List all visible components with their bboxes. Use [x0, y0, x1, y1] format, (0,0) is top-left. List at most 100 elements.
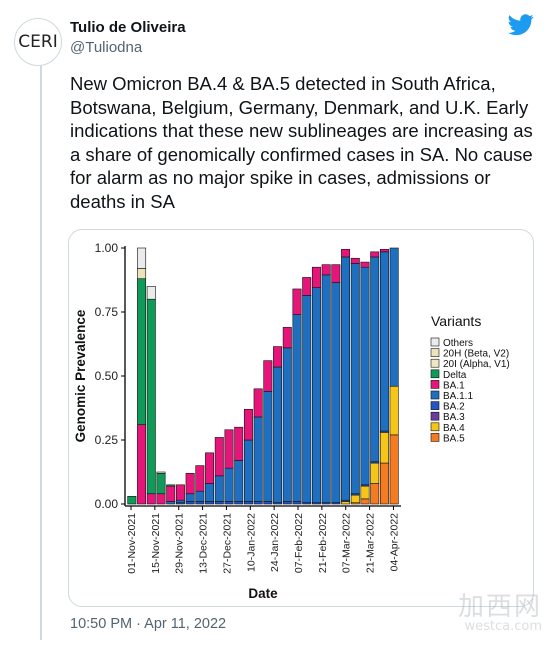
bar-segment — [302, 277, 312, 296]
bar-segment — [360, 485, 370, 500]
bar-segment — [341, 256, 351, 501]
bar-segment — [205, 501, 215, 505]
watermark-en: westca.com — [464, 619, 542, 634]
bar-segment — [379, 432, 389, 464]
legend-swatch — [430, 401, 440, 410]
legend-label: Delta — [443, 370, 467, 381]
x-tick-label: 07-Feb-2022 — [293, 513, 305, 573]
bar-segment — [127, 496, 137, 505]
watermark: 加西网 westca.com — [458, 586, 542, 634]
bar-segment — [224, 467, 234, 502]
bar-segment — [360, 266, 370, 486]
bar-segment — [321, 264, 331, 276]
bar-segment — [224, 429, 234, 469]
legend-label: BA.1 — [443, 380, 465, 391]
bar-segment — [389, 434, 399, 505]
bar-segment — [243, 439, 253, 502]
legend-swatch — [430, 358, 440, 368]
bar-segment — [282, 347, 292, 502]
y-tick-label: 0.00 — [95, 497, 119, 511]
y-tick-label: 1.00 — [95, 241, 119, 255]
bar-segment — [195, 465, 205, 492]
bar-segment — [370, 251, 380, 258]
bar-segment — [370, 256, 380, 463]
legend-title: Variants — [431, 313, 481, 329]
bar-segment — [175, 484, 185, 501]
legend-swatch — [430, 369, 440, 379]
legend-label: 20H (Beta, V2) — [443, 349, 509, 360]
bar-segment — [360, 498, 370, 505]
bar-segment — [389, 247, 399, 387]
bar-segment — [234, 501, 244, 505]
bar-segment — [341, 248, 351, 258]
bar-segment — [253, 501, 263, 505]
x-tick-label: 21-Feb-2022 — [317, 513, 329, 573]
bar-segment — [370, 483, 380, 505]
tweet-timestamp[interactable]: 10:50 PM · Apr 11, 2022 — [70, 616, 227, 632]
bar-segment — [146, 286, 156, 300]
legend-label: Others — [443, 338, 473, 349]
x-tick-label: 10-Jan-2022 — [245, 513, 257, 572]
bar-segment — [146, 493, 156, 505]
legend-label: 20I (Alpha, V1) — [443, 359, 510, 370]
prevalence-chart: 0.00 0.25 0.50 0.75 1.00 Genomic Prevalence 01… — [73, 241, 510, 601]
avatar-logo-text: CERI — [18, 32, 58, 52]
bar-segment — [205, 483, 215, 502]
bar-segment — [331, 282, 341, 504]
bar-segment — [282, 327, 292, 349]
x-tick-label: 24-Jan-2022 — [269, 513, 281, 572]
bar-segment — [263, 360, 273, 392]
twitter-bird-icon[interactable] — [508, 14, 534, 36]
bar-segment — [185, 493, 195, 502]
tweet-media-chart[interactable]: 0.00 0.25 0.50 0.75 1.00 Genomic Prevalence 01… — [68, 229, 534, 607]
bar-segment — [214, 475, 224, 502]
bar-segment — [137, 268, 147, 280]
bar-segment — [243, 408, 253, 441]
author-handle[interactable]: @Tuliodna — [70, 39, 143, 56]
bar-segment — [137, 278, 147, 425]
watermark-cn: 加西网 — [457, 592, 542, 622]
bar-segment — [360, 261, 370, 268]
bar-segment — [214, 437, 224, 477]
legend-swatch — [430, 411, 440, 421]
bar-segment — [224, 501, 234, 505]
bar-segment — [311, 266, 321, 288]
legend-swatch — [430, 380, 440, 389]
bar-segment — [156, 472, 166, 495]
bar-segment — [137, 247, 147, 269]
y-tick-label: 0.25 — [95, 433, 119, 447]
legend-label: BA.2 — [443, 402, 465, 413]
legend-label: BA.5 — [443, 433, 465, 444]
legend-swatch — [430, 348, 440, 357]
bar-segment — [156, 471, 166, 474]
legend-label: BA.3 — [443, 412, 465, 423]
bar-segment — [234, 426, 244, 461]
bar-segment — [273, 366, 283, 504]
bar-segment — [379, 462, 389, 505]
x-tick-label: 27-Dec-2021 — [221, 513, 233, 574]
legend-swatch — [430, 337, 440, 347]
tweet-text: New Omicron BA.4 & BA.5 detected in Sout… — [70, 73, 533, 212]
bar-segment — [379, 251, 389, 432]
legend-swatch — [430, 390, 440, 400]
y-tick-label: 0.50 — [95, 369, 119, 383]
x-tick-label: 01-Nov-2021 — [126, 513, 138, 574]
legend-swatch — [430, 422, 440, 432]
x-tick-label: 07-Mar-2022 — [341, 513, 353, 573]
bar-segment — [195, 501, 205, 505]
bar-segment — [341, 501, 351, 505]
bar-segment — [370, 462, 380, 484]
bar-segment — [350, 263, 360, 495]
bar-segment — [282, 501, 292, 505]
avatar[interactable]: CERI — [14, 18, 62, 66]
author-name[interactable]: Tulio de Oliveira — [70, 19, 186, 36]
bar-segment — [331, 264, 341, 283]
x-tick-label: 21-Mar-2022 — [365, 513, 377, 573]
bar-segment — [350, 494, 360, 504]
legend-swatch — [430, 433, 440, 442]
bar-segment — [389, 385, 399, 436]
thread-line — [40, 60, 42, 640]
bar-segment — [263, 501, 273, 505]
bar-segment — [350, 257, 360, 264]
x-tick-label: 13-Dec-2021 — [198, 513, 210, 574]
